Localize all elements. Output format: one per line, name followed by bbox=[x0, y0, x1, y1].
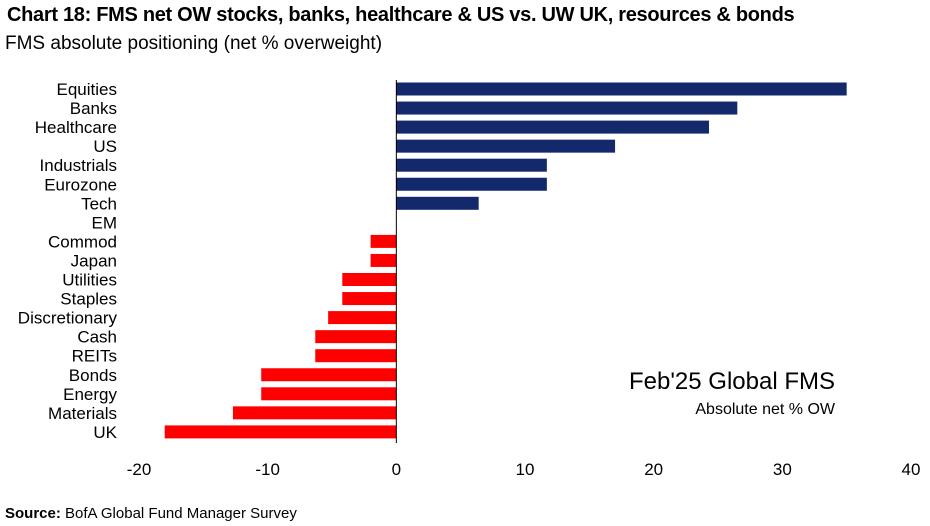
x-tick-label: 10 bbox=[516, 460, 535, 479]
x-tick-label: 40 bbox=[902, 460, 921, 479]
category-label-tech: Tech bbox=[81, 194, 117, 213]
category-label-healthcare: Healthcare bbox=[35, 118, 117, 137]
bar-healthcare bbox=[396, 120, 709, 134]
category-label-cash: Cash bbox=[77, 328, 117, 347]
bar-discretionary bbox=[328, 311, 397, 325]
category-label-energy: Energy bbox=[63, 385, 117, 404]
category-label-reits: REITs bbox=[72, 347, 117, 366]
annotation-title: Feb'25 Global FMS bbox=[629, 368, 835, 395]
source-note: Source: BofA Global Fund Manager Survey bbox=[5, 505, 297, 522]
category-label-eurozone: Eurozone bbox=[44, 175, 117, 194]
bars-group bbox=[164, 82, 847, 439]
category-label-us: US bbox=[93, 137, 117, 156]
chart-subtitle: FMS absolute positioning (net % overweig… bbox=[5, 33, 383, 54]
bar-japan bbox=[370, 253, 397, 267]
category-label-commod: Commod bbox=[48, 232, 117, 251]
bar-industrials bbox=[396, 158, 547, 172]
x-tick-label: -20 bbox=[127, 460, 152, 479]
bar-materials bbox=[232, 406, 397, 420]
bar-tech bbox=[396, 196, 479, 210]
x-tick-label: -10 bbox=[255, 460, 280, 479]
category-label-uk: UK bbox=[93, 423, 117, 442]
bar-banks bbox=[396, 101, 738, 115]
source-label: Source: bbox=[5, 505, 61, 522]
annotation-subtitle: Absolute net % OW bbox=[695, 401, 836, 418]
category-label-equities: Equities bbox=[57, 80, 117, 99]
x-tick-labels: -20 -10 0 10 20 30 40 bbox=[127, 460, 921, 479]
bar-eurozone bbox=[396, 177, 547, 191]
bar-cash bbox=[315, 330, 397, 344]
category-label-banks: Banks bbox=[70, 99, 117, 118]
bar-uk bbox=[164, 425, 397, 439]
category-label-industrials: Industrials bbox=[40, 156, 117, 175]
source-text: BofA Global Fund Manager Survey bbox=[65, 505, 297, 522]
category-label-bonds: Bonds bbox=[69, 366, 117, 385]
category-label-em: EM bbox=[92, 213, 118, 232]
category-label-japan: Japan bbox=[71, 251, 117, 270]
bar-commod bbox=[370, 234, 397, 248]
category-label-discretionary: Discretionary bbox=[18, 309, 118, 328]
x-tick-label: 30 bbox=[773, 460, 792, 479]
category-label-staples: Staples bbox=[60, 290, 117, 309]
bar-equities bbox=[396, 82, 847, 96]
x-tick-label: 20 bbox=[644, 460, 663, 479]
bar-staples bbox=[342, 292, 397, 306]
category-labels: EquitiesBanksHealthcareUSIndustrialsEuro… bbox=[18, 80, 118, 442]
bar-utilities bbox=[342, 273, 397, 286]
bar-bonds bbox=[261, 368, 397, 382]
x-tick-label: 0 bbox=[392, 460, 401, 479]
chart-title: Chart 18: FMS net OW stocks, banks, heal… bbox=[7, 4, 795, 26]
bar-reits bbox=[315, 349, 397, 363]
category-label-utilities: Utilities bbox=[62, 271, 117, 290]
bar-us bbox=[396, 139, 616, 153]
bar-energy bbox=[261, 387, 397, 401]
category-label-materials: Materials bbox=[48, 404, 117, 423]
